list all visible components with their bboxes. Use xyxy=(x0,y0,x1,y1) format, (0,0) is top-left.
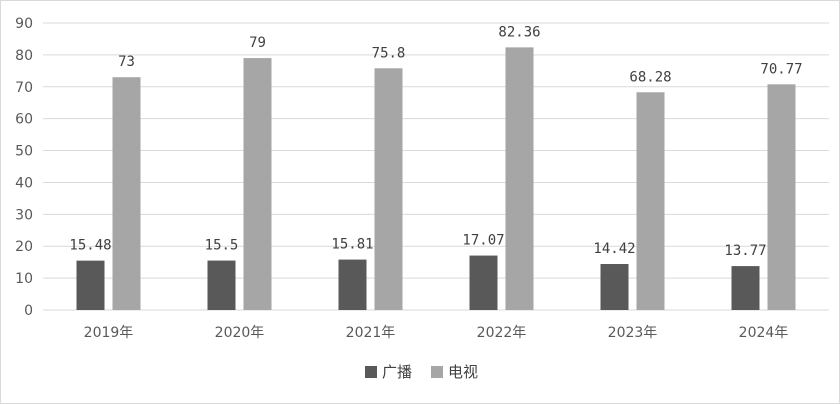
data-label-tv-5: 70.77 xyxy=(760,61,802,77)
y-tick-label: 90 xyxy=(15,16,33,32)
y-tick-label: 60 xyxy=(15,112,33,128)
legend-label-radio: 广播 xyxy=(382,363,412,381)
bar-radio-4 xyxy=(600,264,629,310)
data-label-radio-4: 14.42 xyxy=(593,241,635,257)
x-tick-label: 2022年 xyxy=(477,325,527,341)
y-tick-label: 30 xyxy=(15,207,33,223)
y-tick-label: 0 xyxy=(24,303,33,319)
data-label-radio-2: 15.81 xyxy=(331,237,373,253)
data-label-radio-0: 15.48 xyxy=(69,238,111,254)
y-tick-label: 40 xyxy=(15,175,33,191)
bar-tv-0 xyxy=(112,77,141,310)
x-tick-label: 2021年 xyxy=(346,325,396,341)
gridlines xyxy=(43,22,829,311)
data-label-tv-0: 73 xyxy=(118,54,135,70)
bar-tv-4 xyxy=(636,92,665,310)
y-tick-label: 10 xyxy=(15,271,33,287)
bar-tv-1 xyxy=(243,58,272,311)
bar-radio-0 xyxy=(76,260,105,310)
x-tick-label: 2024年 xyxy=(739,325,789,341)
data-label-tv-2: 75.8 xyxy=(372,45,406,61)
y-tick-label: 80 xyxy=(15,48,33,64)
legend-swatch-tv xyxy=(431,366,443,378)
x-axis-tick-labels: 2019年 2020年 2021年 2022年 2023年 2024年 xyxy=(84,325,789,341)
bar-radio-5 xyxy=(731,266,760,310)
bar-tv-2 xyxy=(374,68,403,310)
x-tick-label: 2020年 xyxy=(215,325,265,341)
data-labels: 15.48 73 15.5 79 15.81 75.8 17.07 82.36 14.42 68.… xyxy=(69,24,802,259)
legend: 广播 电视 xyxy=(365,363,478,381)
bar-tv-5 xyxy=(767,84,796,311)
legend-label-tv: 电视 xyxy=(448,363,478,381)
data-label-radio-5: 13.77 xyxy=(724,243,766,259)
data-label-radio-3: 17.07 xyxy=(462,233,504,249)
legend-swatch-radio xyxy=(365,366,377,378)
bar-tv-3 xyxy=(505,47,534,311)
data-label-tv-4: 68.28 xyxy=(629,69,671,85)
bars xyxy=(76,47,796,311)
bar-radio-3 xyxy=(469,255,498,310)
y-tick-label: 50 xyxy=(15,144,33,160)
bar-radio-2 xyxy=(338,259,367,310)
bar-radio-1 xyxy=(207,260,236,310)
y-tick-label: 20 xyxy=(15,239,33,255)
data-label-tv-3: 82.36 xyxy=(498,24,540,40)
x-tick-label: 2023年 xyxy=(608,325,658,341)
data-label-radio-1: 15.5 xyxy=(205,238,239,254)
data-label-tv-1: 79 xyxy=(249,35,266,51)
x-tick-label: 2019年 xyxy=(84,325,134,341)
y-tick-label: 70 xyxy=(15,80,33,96)
y-axis-tick-labels: 0 10 20 30 40 50 60 70 80 90 xyxy=(15,16,33,319)
